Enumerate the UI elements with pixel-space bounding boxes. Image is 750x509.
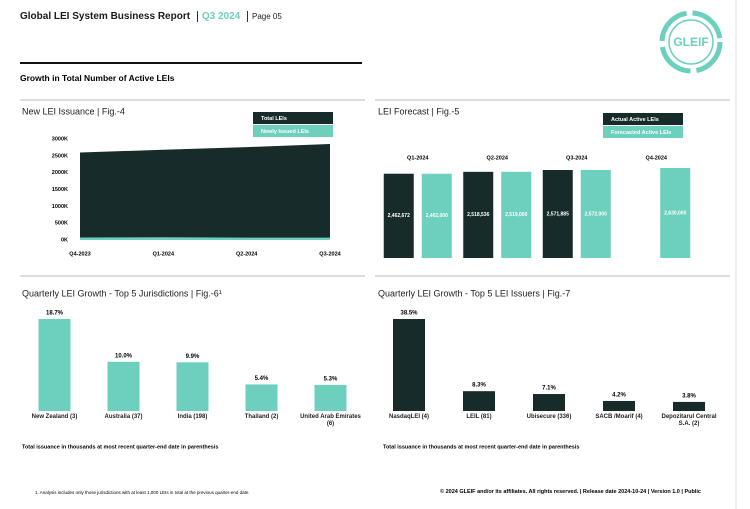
bar <box>673 401 705 411</box>
legend-swatch <box>603 126 683 138</box>
bar-label: 38.5% <box>400 311 418 317</box>
y-tick-label: 1000K <box>52 204 68 210</box>
x-tick-label: Q3-2024 <box>319 251 341 257</box>
legend-label: Total LEIs <box>261 116 287 122</box>
bar <box>580 169 611 258</box>
footnote: 1. Analysis includes only those jurisdic… <box>35 490 250 495</box>
y-tick-label: 500K <box>55 221 68 227</box>
bar <box>383 173 414 258</box>
bar-label: 5.3% <box>324 377 338 383</box>
area <box>80 144 330 240</box>
bar <box>603 400 635 411</box>
area <box>80 237 330 240</box>
report-header: Global LEI System Business Report Q3 202… <box>20 11 282 22</box>
page-number: Page 05 <box>251 12 282 21</box>
bar <box>421 173 452 258</box>
y-tick-label: 2000K <box>52 170 68 176</box>
x-tick-label: LEIL (81) <box>466 414 492 420</box>
x-tick-label: United Arab Emirates (6) <box>300 414 361 427</box>
x-tick-label: Q4-2023 <box>69 251 90 257</box>
bar <box>38 319 71 411</box>
x-tick-label: SACB /Moarif (4) <box>595 414 643 420</box>
logo: GLEIF <box>659 10 723 74</box>
bar <box>463 171 494 258</box>
logo-ring <box>659 10 723 74</box>
legend-label: Actual Active LEIs <box>611 117 659 123</box>
x-tick-label: Australia (37) <box>104 414 143 420</box>
bar-label: 5.4% <box>255 376 269 382</box>
footer: © 2024 GLEIF and/or its affiliates. All … <box>440 489 701 495</box>
bar-label: 4.2% <box>612 393 626 399</box>
x-tick-label: India (198) <box>177 414 208 420</box>
chart-title: Quarterly LEI Growth - Top 5 LEI Issuers… <box>378 288 570 298</box>
bar <box>660 168 691 258</box>
bar-label: 2,571,885 <box>547 211 569 217</box>
report-title: Global LEI System Business Report <box>20 11 191 22</box>
y-tick-label: 3000K <box>52 136 68 142</box>
bar <box>245 384 278 411</box>
x-tick-label: Q2-2024 <box>236 251 258 257</box>
bar-label: 2,462,672 <box>388 213 410 219</box>
y-tick-label: 0K <box>61 237 68 243</box>
chart-title: Quarterly LEI Growth - Top 5 Jurisdictio… <box>22 288 222 298</box>
x-tick-label: Q4-2024 <box>646 155 668 161</box>
x-tick-label: Q1-2024 <box>407 155 429 161</box>
y-tick-label: 2500K <box>52 153 68 159</box>
x-tick-label: Q3-2024 <box>566 155 588 161</box>
bar <box>314 384 347 411</box>
legend-swatch <box>253 125 333 137</box>
x-tick-label: Q2-2024 <box>487 155 509 161</box>
x-tick-label: Ubisecure (336) <box>526 414 572 420</box>
bar <box>107 361 140 411</box>
bar <box>176 362 209 411</box>
bar-label: 2,462,000 <box>426 213 448 219</box>
logo-text: GLEIF <box>673 35 708 49</box>
x-tick-label: NasdaqLEI (4) <box>388 414 429 420</box>
legend-swatch <box>253 112 333 124</box>
x-tick-label: Q1-2024 <box>153 251 175 257</box>
bar-label: 2,572,000 <box>585 211 607 217</box>
section-title: Growth in Total Number of Active LEIs <box>20 73 175 83</box>
bar-label: 18.7% <box>46 311 64 317</box>
x-tick-label: New Zealand (3) <box>31 414 78 420</box>
bar-label: 7.1% <box>542 386 556 392</box>
y-tick-label: 1500K <box>52 187 68 193</box>
x-tick-label: Thailand (2) <box>244 414 279 420</box>
bar <box>463 391 495 411</box>
chart-title: New LEI Issuance | Fig.-4 <box>22 106 125 116</box>
bar-label: 9.9% <box>186 354 200 360</box>
chart-title: LEI Forecast | Fig.-5 <box>378 106 459 116</box>
bar <box>533 394 565 411</box>
x-tick-label: Depozitarul Central S.A. (2) <box>661 414 717 427</box>
chart-note: Total issuance in thousands at most rece… <box>22 444 218 450</box>
bar-label: 8.3% <box>472 383 486 389</box>
legend-swatch <box>603 113 683 125</box>
bar-label: 2,630,000 <box>664 210 686 216</box>
bar-label: 3.8% <box>682 393 696 399</box>
bar-label: 2,519,000 <box>505 212 527 218</box>
bar <box>542 169 573 258</box>
bar-label: 2,518,536 <box>467 212 489 218</box>
report-quarter: Q3 2024 <box>201 11 241 22</box>
bar <box>501 171 532 258</box>
bar <box>393 319 425 411</box>
logo-ring <box>668 19 714 65</box>
legend-label: Newly Issued LEIs <box>261 129 309 135</box>
chart-note: Total issuance in thousands at most rece… <box>383 444 579 450</box>
bar-label: 10.0% <box>115 353 133 359</box>
legend-label: Forecasted Active LEIs <box>611 130 671 136</box>
